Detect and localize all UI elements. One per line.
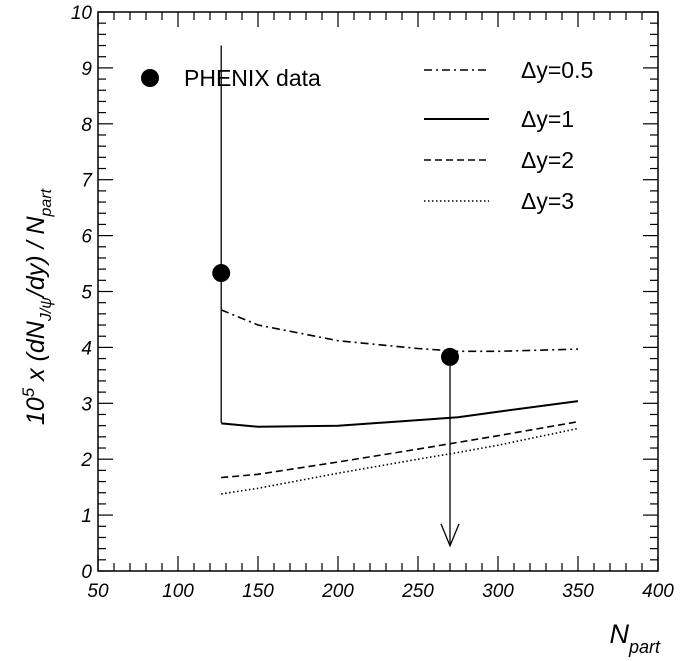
- series-line: [221, 420, 579, 479]
- x-tick-label: 200: [321, 581, 354, 602]
- y-tick-label: 6: [81, 227, 92, 248]
- y-tick-label: 3: [81, 394, 92, 415]
- data-point: [212, 264, 231, 283]
- x-tick-label: 250: [401, 581, 434, 602]
- y-tick-label: 0: [81, 562, 92, 583]
- y-tick-label: 1: [81, 506, 92, 527]
- y-tick-label: 10: [71, 3, 93, 24]
- legend-label-phenix: PHENIX data: [184, 65, 321, 91]
- y-tick-label: 9: [81, 59, 92, 80]
- y-tick-label: 4: [81, 338, 92, 359]
- y-tick-label: 5: [81, 283, 92, 304]
- legend: PHENIX data Δy=0.5 Δy=1 Δy=2 Δy=3: [141, 57, 593, 214]
- x-axis-title: Npart: [609, 619, 661, 657]
- legend-label: Δy=1: [521, 106, 574, 132]
- y-tick-label: 2: [80, 450, 92, 471]
- x-tick-label: 50: [87, 581, 109, 602]
- plot-border: [97, 11, 659, 572]
- legend-label: Δy=2: [521, 147, 574, 173]
- data-points: [212, 45, 460, 548]
- series-lines: [220, 309, 579, 495]
- y-tick-labels: 0 1 2 3 4 5 6 7 8 9 10: [71, 3, 94, 583]
- legend-label: Δy=0.5: [521, 57, 593, 83]
- data-point: [441, 347, 459, 366]
- x-tick-labels: 50 100 150 200 250 300 350 400: [87, 581, 674, 602]
- x-tick-label: 350: [562, 581, 594, 602]
- plot-frame: [97, 11, 659, 572]
- legend-marker-phenix: [141, 69, 159, 87]
- series-line: [221, 427, 579, 495]
- y-tick-label: 7: [81, 171, 93, 192]
- x-tick-label: 100: [162, 581, 194, 602]
- x-tick-label: 400: [642, 581, 674, 602]
- x-tick-label: 150: [242, 581, 274, 602]
- series-line: [220, 309, 579, 353]
- x-tick-label: 300: [482, 581, 514, 602]
- upper-limit-arrow: [440, 523, 460, 548]
- axis-ticks: [97, 11, 659, 572]
- y-tick-label: 8: [81, 115, 92, 136]
- legend-label: Δy=3: [521, 188, 574, 214]
- series-line: [221, 400, 579, 428]
- y-axis-title: 105 x (dNJ/ψ/dy) / Npart: [19, 188, 55, 425]
